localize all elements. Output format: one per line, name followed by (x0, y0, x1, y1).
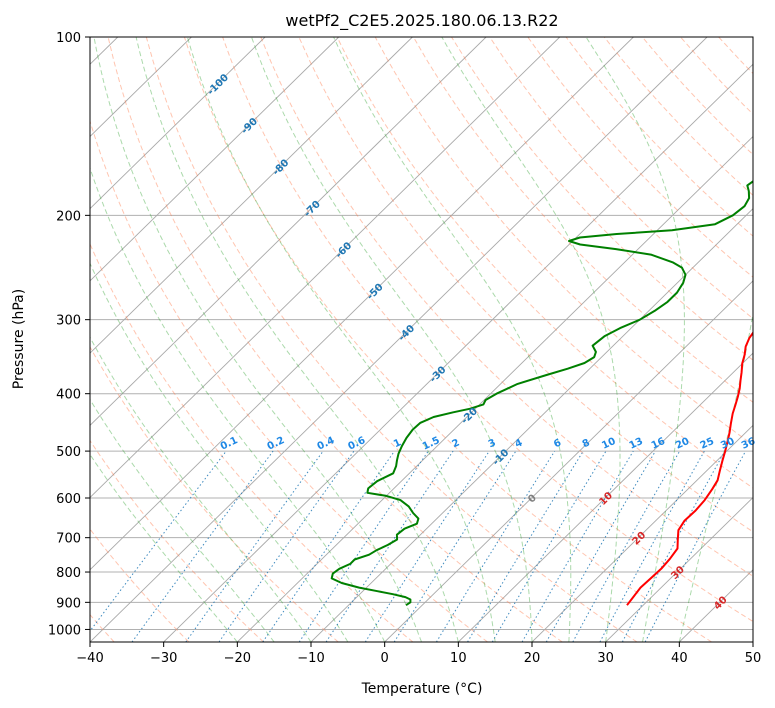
mixing-ratio-label: 13 (628, 436, 645, 452)
dry-adiabat-line (374, 37, 753, 446)
isotherm-line (531, 424, 753, 642)
dry-adiabat-line (451, 37, 753, 361)
isotherm-line (90, 37, 634, 571)
mixing-ratio-line (435, 450, 556, 642)
mixing-ratio-line (185, 450, 324, 642)
moist-adiabat-line (135, 37, 459, 642)
plot-background (90, 37, 753, 642)
isotherm-line (90, 37, 708, 642)
dry-adiabat-line (145, 37, 638, 642)
y-tick-label: 800 (56, 566, 81, 581)
moist-adiabat-line (441, 37, 621, 642)
mixing-ratio-line (325, 450, 454, 642)
dry-adiabat-line (222, 37, 753, 623)
dry-adiabat-line (183, 37, 712, 642)
y-axis-label: Pressure (hPa) (11, 289, 27, 389)
mixing-ratio-label: 16 (650, 436, 667, 452)
dry-adiabat-line (757, 37, 775, 642)
isotherm-line (605, 496, 753, 642)
dry-adiabat-line (90, 119, 488, 642)
mixing-ratio-line (621, 450, 726, 642)
isotherm-line (237, 135, 753, 642)
mixing-ratio-label: 2 (451, 437, 462, 450)
mixing-ratio-label: 8 (581, 437, 592, 450)
x-tick-label: 10 (450, 651, 467, 666)
isotherm-line (90, 37, 340, 282)
mixing-ratio-line (364, 450, 490, 642)
temperature-profile-line (626, 331, 753, 606)
x-tick-label: 40 (671, 651, 688, 666)
chart-title: wetPf2_C2E5.2025.180.06.13.R22 (285, 11, 558, 31)
y-tick-label: 1000 (48, 623, 81, 638)
x-tick-label: −20 (224, 651, 251, 666)
mixing-ratio-label: 10 (600, 436, 617, 452)
x-tick-label: −40 (76, 651, 103, 666)
dewpoint-profile-line (330, 180, 753, 607)
y-tick-label: 400 (56, 388, 81, 403)
plot-frame (89, 36, 754, 643)
y-tick-label: 900 (56, 596, 81, 611)
mixing-ratio-label: 1 (392, 437, 403, 450)
y-tick-label: 200 (56, 209, 81, 224)
isotherm-line (90, 37, 561, 499)
mixing-ratio-label: 6 (552, 437, 563, 450)
dry-adiabat-line (298, 37, 753, 533)
moist-adiabat-line (678, 37, 753, 642)
x-tick-label: 20 (524, 651, 541, 666)
dry-adiabat-line (107, 37, 563, 642)
moist-adiabat-line (90, 336, 312, 642)
mixing-ratio-label: 4 (513, 437, 524, 450)
y-tick-label: 100 (56, 31, 81, 46)
mixing-ratio-line (90, 450, 227, 632)
mixing-ratio-line (599, 450, 705, 642)
isotherm-line (458, 352, 753, 642)
mixing-ratio-line (298, 450, 429, 642)
moist-adiabat-line (333, 37, 572, 642)
x-tick-label: −10 (297, 651, 324, 666)
mixing-ratio-label: 30 (719, 436, 736, 452)
isotherm-line (752, 641, 753, 642)
x-tick-label: 30 (597, 651, 614, 666)
grid-layer (90, 37, 775, 642)
isotherm-line (163, 63, 753, 642)
x-tick-label: 0 (381, 651, 389, 666)
y-tick-label: 700 (56, 532, 81, 547)
dry-adiabat-line (90, 439, 264, 642)
plot-area (90, 37, 753, 642)
y-tick-label: 500 (56, 445, 81, 460)
mixing-ratio-line (467, 450, 584, 642)
x-axis-label: Temperature (°C) (361, 681, 483, 697)
x-tick-label: 50 (745, 651, 762, 666)
moist-adiabat-line (251, 37, 533, 642)
mixing-ratio-label: 20 (674, 436, 691, 452)
mixing-ratio-label: 3 (487, 437, 498, 450)
mixing-ratio-line (262, 450, 395, 642)
y-tick-label: 300 (56, 314, 81, 329)
mixing-ratio-line (572, 450, 681, 642)
moist-adiabat-line (93, 37, 422, 642)
moist-adiabat-line (186, 37, 496, 642)
axes-layer: −40 −30 −20 −10 0 10 20 30 40 50 100 200 300 400 500 60… (48, 31, 761, 666)
isotherm-line (310, 208, 753, 642)
moist-adiabat-line (90, 166, 386, 642)
mixing-ratio-line (218, 450, 355, 642)
mixing-ratio-line (393, 450, 517, 642)
dry-adiabat-line (90, 528, 190, 642)
dry-adiabat-line (90, 242, 414, 642)
dry-adiabat-line (260, 37, 753, 577)
moist-adiabat-line (90, 262, 349, 642)
isotherm-line (90, 37, 487, 426)
isotherm-line (90, 37, 266, 210)
dry-adiabat-line (90, 345, 339, 642)
mixing-ratio-line (131, 450, 274, 642)
series-layer (330, 180, 753, 607)
x-tick-label: −30 (150, 651, 177, 666)
mixing-ratio-label: 25 (699, 436, 716, 452)
isotherm-line (90, 37, 413, 354)
y-tick-label: 600 (56, 492, 81, 507)
isotherm-line (384, 280, 753, 642)
